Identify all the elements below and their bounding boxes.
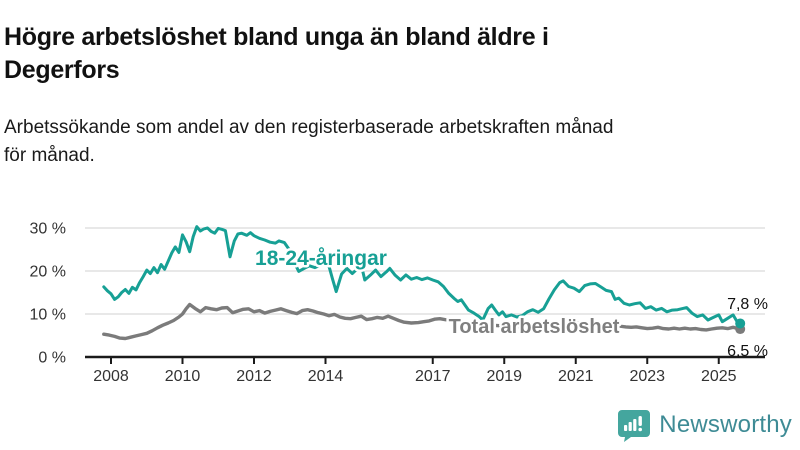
y-tick-label: 0 % — [38, 350, 66, 367]
chart-title-line-1: Högre arbetslöshet bland unga än bland ä… — [4, 22, 549, 51]
newsworthy-logo-text: Newsworthy — [659, 411, 792, 438]
y-tick-label: 20 % — [30, 264, 66, 281]
chart-subtitle: Arbetssökande som andel av den registerb… — [4, 114, 794, 170]
chart-subtitle-line-1: Arbetssökande som andel av den registerb… — [4, 117, 614, 138]
newsworthy-logo-icon — [618, 410, 651, 442]
x-tick-label: 2012 — [236, 368, 272, 385]
newsworthy-logo[interactable]: Newsworthy — [617, 408, 792, 442]
x-tick-label: 2017 — [415, 368, 451, 385]
x-tick-label: 2014 — [308, 368, 344, 385]
x-tick-label: 2008 — [93, 368, 129, 385]
x-tick-label: 2019 — [486, 368, 522, 385]
series-line-youth — [102, 225, 742, 325]
x-tick-label: 2023 — [629, 368, 665, 385]
x-tick-label: 2021 — [558, 368, 594, 385]
end-value-label-total: 6,5 % — [727, 343, 768, 360]
end-value-label-youth: 7,8 % — [727, 296, 768, 313]
mini-bar-chart-glyph — [624, 416, 643, 432]
series-label-total: Total arbetslöshet — [449, 316, 620, 338]
chart-title-line-2: Degerfors — [4, 55, 120, 84]
line-chart: 0 % 10 % 20 % 30 % 2008 2010 2012 2014 2017 2019 2… — [30, 221, 768, 386]
x-tick-label: 2010 — [165, 368, 201, 385]
y-tick-label: 10 % — [30, 307, 66, 324]
series-label-youth: 18-24-åringar — [255, 247, 387, 270]
chart-subtitle-line-2: för månad. — [4, 145, 95, 166]
x-tick-label: 2025 — [701, 368, 737, 385]
end-dot-youth — [735, 318, 746, 329]
y-tick-label: 30 % — [30, 221, 66, 238]
chart-title: Högre arbetslöshet bland unga än bland ä… — [4, 21, 784, 87]
series-line-total — [102, 302, 742, 341]
